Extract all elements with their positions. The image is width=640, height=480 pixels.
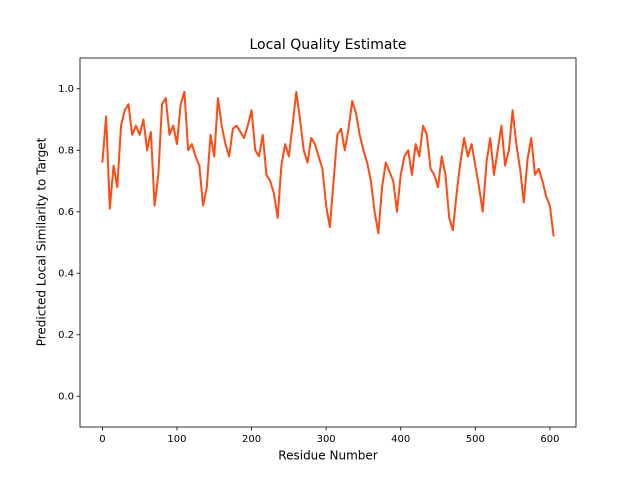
x-tick-label: 600 xyxy=(540,434,559,445)
x-axis-label: Residue Number xyxy=(278,449,377,463)
x-tick-label: 500 xyxy=(466,434,485,445)
y-tick-label: 0.4 xyxy=(58,268,74,279)
series-line xyxy=(101,90,555,237)
y-tick-label: 1.0 xyxy=(58,84,74,95)
chart-title: Local Quality Estimate xyxy=(249,37,406,53)
y-tick-label: 0.2 xyxy=(58,330,74,341)
y-tick-label: 0.8 xyxy=(58,145,74,156)
x-tick-label: 100 xyxy=(167,434,186,445)
x-tick-label: 0 xyxy=(99,434,105,445)
y-tick-label: 0.0 xyxy=(58,391,74,402)
plot-frame xyxy=(79,57,577,428)
x-tick-label: 200 xyxy=(242,434,261,445)
y-tick-label: 0.6 xyxy=(58,207,74,218)
x-tick-label: 400 xyxy=(391,434,410,445)
x-tick-label: 300 xyxy=(317,434,336,445)
y-axis-label: Predicted Local Similarity to Target xyxy=(35,137,49,346)
